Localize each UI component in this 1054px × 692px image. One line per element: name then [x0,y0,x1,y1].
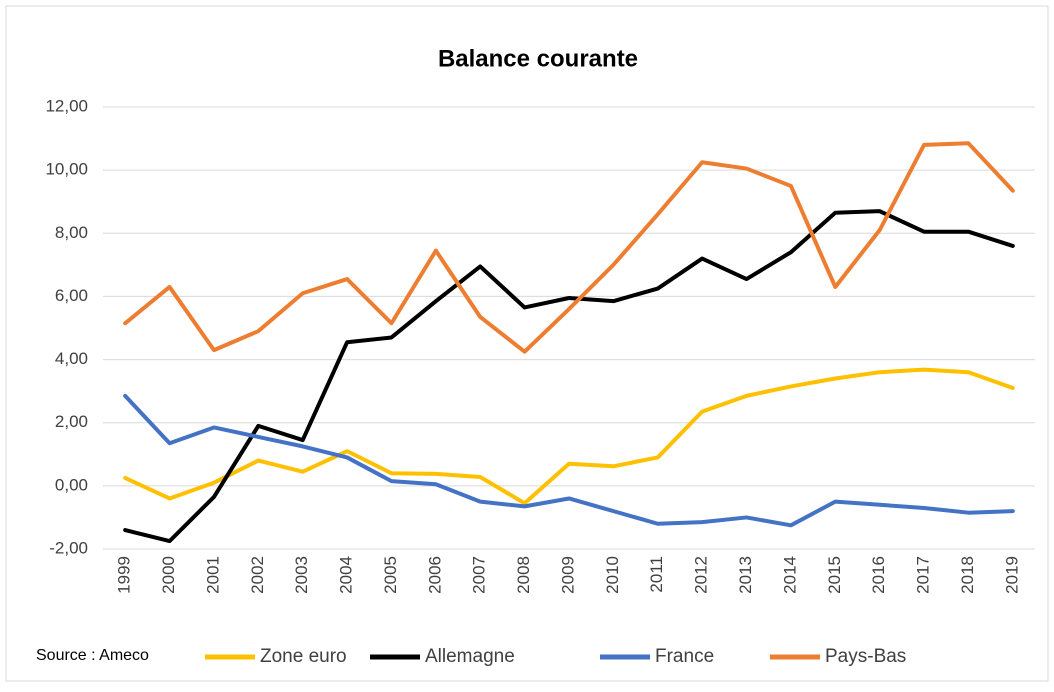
x-tick-label: 2009 [558,556,577,594]
x-tick-label: 2000 [159,556,178,594]
x-tick-label: 2015 [825,556,844,594]
x-tick-label: 2007 [470,556,489,594]
x-tick-label: 1999 [115,556,134,594]
y-tick-label: 2,00 [55,412,88,431]
y-tick-label: 6,00 [55,286,88,305]
legend-label: France [655,646,714,667]
y-tick-label: 8,00 [55,223,88,242]
x-tick-label: 2003 [292,556,311,594]
x-tick-label: 2018 [958,556,977,594]
series-line [123,141,1015,354]
x-tick-label: 2006 [425,556,444,594]
x-tick-label: 2017 [914,556,933,594]
x-tick-label: 2016 [869,556,888,594]
chart-title: Balance courante [438,45,638,72]
series-line [123,367,1015,506]
x-tick-label: 2001 [203,556,222,594]
x-tick-label: 2004 [337,556,356,594]
series-line [123,209,1015,544]
x-tick-label: 2005 [381,556,400,594]
legend-label: Allemagne [425,646,515,667]
source-note: Source : Ameco [36,647,149,664]
x-tick-label: 2012 [692,556,711,594]
x-tick-label: 2002 [248,556,267,594]
x-tick-label: 2019 [1002,556,1021,594]
y-tick-label: 4,00 [55,349,88,368]
y-tick-label: 10,00 [45,160,88,179]
legend-label: Zone euro [260,646,347,667]
y-tick-label: -2,00 [49,538,88,557]
series-line [123,393,1015,528]
x-tick-label: 2011 [647,556,666,593]
y-tick-label: 0,00 [55,475,88,494]
legend-label: Pays-Bas [825,646,906,667]
x-tick-label: 2008 [514,556,533,594]
chart-border [5,5,1049,682]
x-tick-label: 2010 [603,556,622,594]
y-tick-label: 12,00 [45,96,88,115]
x-tick-label: 2013 [736,556,755,594]
x-tick-label: 2014 [780,556,799,594]
